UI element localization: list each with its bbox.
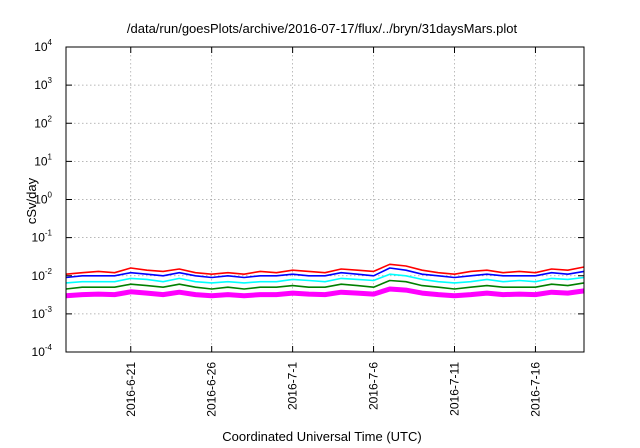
y-tick-label: 101 xyxy=(34,152,52,168)
y-tick-label: 102 xyxy=(34,114,52,130)
y-tick-label: 10-1 xyxy=(32,229,53,245)
x-tick-label: 2016-7-16 xyxy=(528,362,542,417)
x-tick-label: 2016-7-6 xyxy=(367,362,381,410)
x-tick-label: 2016-6-21 xyxy=(124,362,138,417)
y-tick-label: 10-2 xyxy=(32,267,53,283)
y-axis: 10-4 10-3 10-2 10-1 100 101 102 103 104 xyxy=(32,38,584,359)
chart-title: /data/run/goesPlots/archive/2016-07-17/f… xyxy=(127,21,518,36)
y-tick-label: 10-3 xyxy=(32,305,53,321)
y-tick-label: 103 xyxy=(34,76,52,92)
y-tick-label: 100 xyxy=(34,191,52,207)
series-line xyxy=(65,286,585,299)
x-axis: 2016-6-21 2016-6-26 2016-7-1 2016-7-6 2016-7… xyxy=(124,47,542,417)
series-line xyxy=(65,267,585,279)
y-axis-label: cSv/day xyxy=(24,177,39,224)
y-tick-label: 10-4 xyxy=(32,343,53,359)
x-tick-label: 2016-7-11 xyxy=(448,362,462,416)
series-layer xyxy=(65,263,585,299)
x-tick-label: 2016-7-1 xyxy=(286,362,300,410)
x-tick-label: 2016-6-26 xyxy=(205,362,219,417)
y-tick-label: 104 xyxy=(34,38,52,54)
series-line xyxy=(65,263,585,276)
x-axis-label: Coordinated Universal Time (UTC) xyxy=(222,429,421,444)
grid-lines xyxy=(66,47,584,352)
series-line xyxy=(65,273,585,284)
series-line xyxy=(65,279,585,290)
